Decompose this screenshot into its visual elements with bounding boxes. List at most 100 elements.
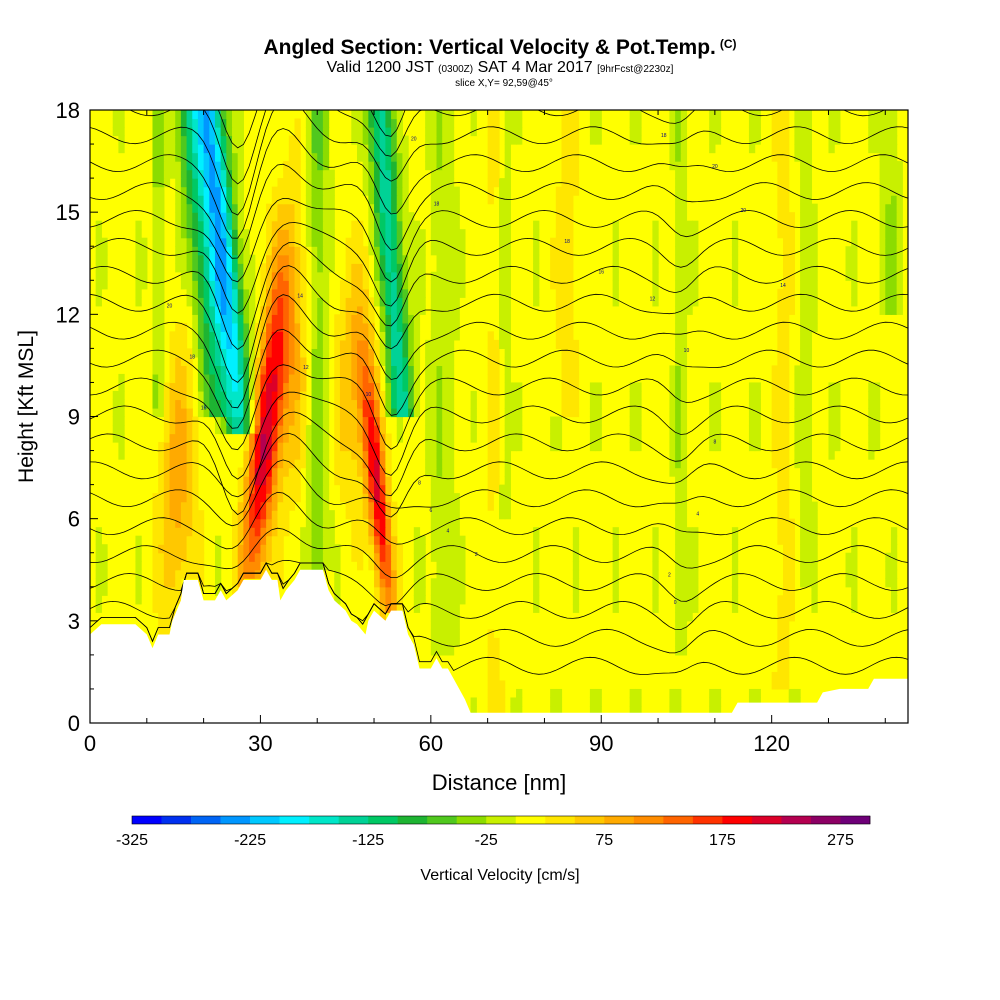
velocity-cell <box>317 518 324 528</box>
velocity-cell <box>203 314 210 324</box>
velocity-cell <box>572 186 580 196</box>
velocity-cell <box>266 314 273 324</box>
velocity-cell <box>300 263 307 273</box>
velocity-cell <box>311 195 318 205</box>
velocity-cell <box>447 161 455 171</box>
velocity-cell <box>391 603 398 613</box>
velocity-cell <box>788 578 795 588</box>
velocity-cell <box>504 297 511 307</box>
velocity-cell <box>254 382 262 392</box>
velocity-cell <box>271 518 279 528</box>
velocity-cell <box>731 263 739 273</box>
velocity-cell <box>385 144 392 154</box>
velocity-cell <box>226 288 233 298</box>
velocity-cell <box>783 203 790 213</box>
velocity-cell <box>800 544 807 554</box>
velocity-cell <box>504 390 511 401</box>
velocity-cell <box>561 237 568 247</box>
velocity-cell <box>169 399 176 409</box>
velocity-cell <box>163 152 171 162</box>
velocity-cell <box>612 237 619 247</box>
velocity-cell <box>135 578 142 588</box>
velocity-cell <box>214 578 222 588</box>
velocity-cell <box>794 373 801 384</box>
velocity-cell <box>180 356 188 367</box>
velocity-cell <box>266 331 273 341</box>
velocity-cell <box>777 476 784 486</box>
velocity-cell <box>873 135 881 145</box>
velocity-cell <box>612 578 619 588</box>
velocity-cell <box>220 288 227 298</box>
velocity-cell <box>374 544 381 554</box>
velocity-cell <box>783 518 790 528</box>
velocity-cell <box>783 459 790 469</box>
velocity-cell <box>152 390 159 401</box>
velocity-cell <box>322 127 330 137</box>
velocity-cell <box>317 246 324 256</box>
velocity-cell <box>232 135 239 145</box>
velocity-cell <box>197 144 205 154</box>
velocity-cell <box>163 603 171 613</box>
velocity-cell <box>499 493 506 503</box>
velocity-cell <box>356 399 364 409</box>
velocity-cell <box>243 518 250 528</box>
velocity-cell <box>890 297 898 307</box>
velocity-cell <box>294 280 301 290</box>
velocity-cell <box>180 433 188 443</box>
velocity-cell <box>731 544 739 554</box>
velocity-cell <box>317 237 324 247</box>
velocity-cell <box>555 212 563 222</box>
velocity-cell <box>391 365 398 375</box>
velocity-cell <box>356 297 364 307</box>
velocity-cell <box>890 178 898 188</box>
isentrope-line <box>90 491 908 550</box>
velocity-cell <box>675 484 682 494</box>
velocity-cell <box>152 229 159 239</box>
velocity-cell <box>447 237 455 247</box>
velocity-cell <box>294 271 301 281</box>
velocity-cell <box>322 535 330 545</box>
velocity-cell <box>811 263 818 273</box>
velocity-cell <box>175 246 182 256</box>
velocity-cell <box>237 135 244 145</box>
velocity-cell <box>158 331 165 341</box>
velocity-cell <box>226 373 233 384</box>
velocity-cell <box>748 135 756 145</box>
velocity-cell <box>777 178 784 188</box>
velocity-cell <box>499 339 506 349</box>
velocity-cell <box>459 586 466 596</box>
velocity-cell <box>396 144 404 154</box>
velocity-cell <box>868 118 875 128</box>
velocity-cell <box>419 229 426 239</box>
velocity-cell <box>402 280 409 290</box>
velocity-cell <box>317 450 324 460</box>
velocity-cell <box>283 399 290 409</box>
velocity-cell <box>277 382 284 392</box>
velocity-cell <box>652 569 659 579</box>
velocity-cell <box>249 433 256 443</box>
velocity-cell <box>800 280 807 290</box>
velocity-cell <box>283 416 290 426</box>
velocity-cell <box>118 135 125 145</box>
velocity-cell <box>487 416 494 426</box>
velocity-cell <box>572 390 580 401</box>
velocity-cell <box>589 442 597 452</box>
velocity-cell <box>419 297 426 307</box>
velocity-cell <box>595 688 602 699</box>
velocity-cell <box>669 407 676 418</box>
velocity-cell <box>680 518 688 528</box>
colorbar-swatch <box>368 816 398 824</box>
velocity-cell <box>232 212 239 222</box>
velocity-cell <box>800 178 807 188</box>
velocity-cell <box>805 535 813 545</box>
velocity-cell <box>851 561 858 571</box>
velocity-cell <box>232 288 239 298</box>
velocity-cell <box>180 144 188 154</box>
velocity-cell <box>237 220 244 230</box>
velocity-cell <box>186 382 193 392</box>
velocity-cell <box>680 484 688 494</box>
velocity-cell <box>243 569 250 579</box>
velocity-cell <box>430 212 438 222</box>
velocity-cell <box>777 663 784 673</box>
velocity-cell <box>731 535 739 545</box>
